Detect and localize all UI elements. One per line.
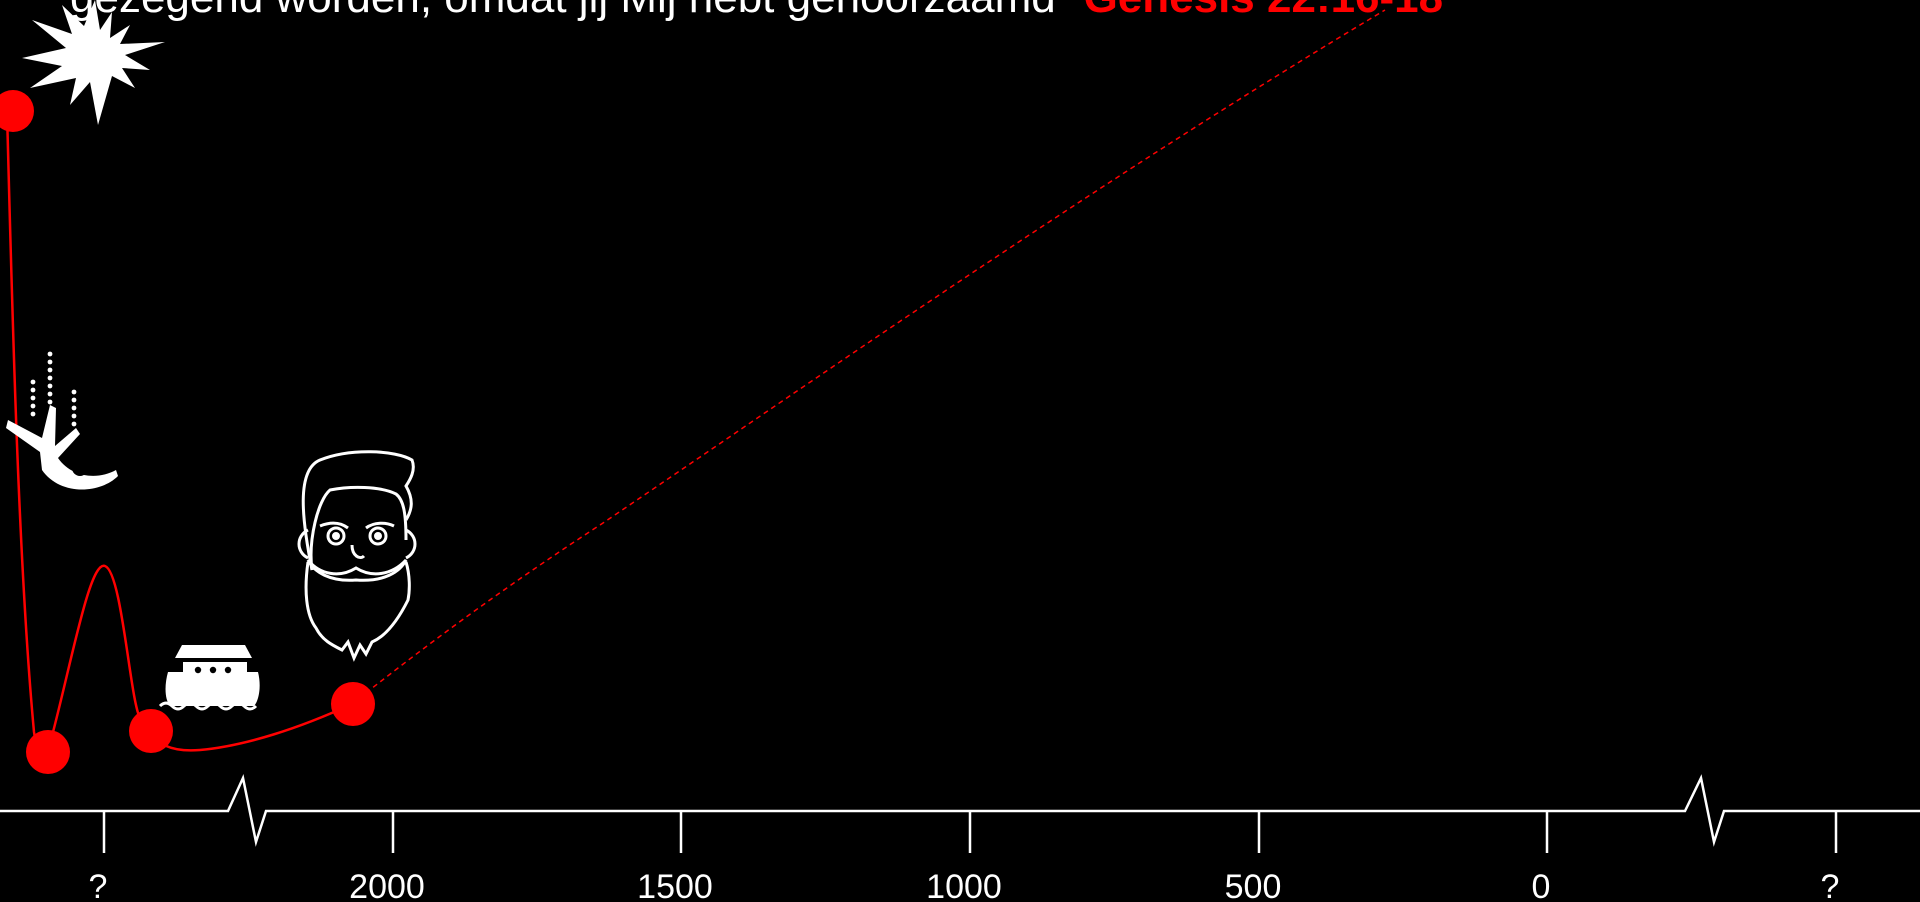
history-curve (5, 111, 353, 755)
timeline-tick-label: 1000 (926, 868, 1002, 902)
timeline-tick-label: 500 (1225, 868, 1282, 902)
timeline-axis (0, 773, 1920, 847)
promise-dashed-line (351, 9, 1386, 705)
timeline-tick-label: 1500 (637, 868, 713, 902)
timeline-ticks: ? 2000 1500 1000 500 0? (89, 811, 1840, 902)
verse-caption: gezegend worden, omdat jij Mij hebt geho… (70, 0, 1443, 24)
timeline-tick-label: ? (1821, 868, 1840, 902)
falling-person-icon (6, 351, 118, 490)
verse-text: gezegend worden, omdat jij Mij hebt geho… (70, 0, 1071, 22)
timeline-tick-label: 2000 (349, 868, 425, 902)
timeline-tick-label: 0 (1532, 868, 1551, 902)
noahs-ark-icon (158, 645, 260, 711)
event-dot-abraham (331, 682, 375, 726)
verse-reference: Genesis 22:16-18 (1084, 0, 1444, 22)
event-dot-flood (129, 709, 173, 753)
event-dot-fall (26, 730, 70, 774)
bearded-man-icon (297, 450, 417, 662)
timeline-tick-label: ? (89, 868, 108, 902)
explosion-icon (22, 0, 165, 125)
event-dot-creation (0, 90, 34, 132)
